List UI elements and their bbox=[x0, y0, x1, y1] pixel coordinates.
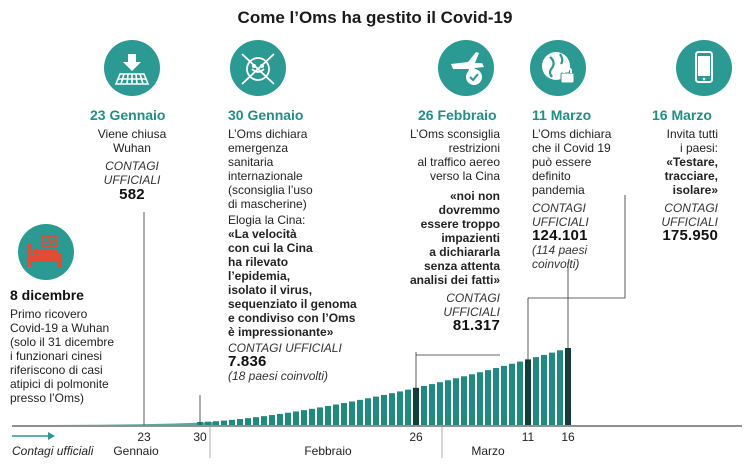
chart-bar bbox=[517, 361, 523, 425]
smartphone-icon bbox=[676, 40, 732, 96]
month-label: Marzo bbox=[471, 444, 505, 458]
page-title: Come l’Oms ha gestito il Covid-19 bbox=[237, 8, 513, 27]
chart-bar bbox=[205, 421, 211, 425]
chart-bar bbox=[365, 398, 371, 425]
chart-bar bbox=[213, 421, 219, 425]
chart-bar bbox=[293, 411, 299, 425]
chart-bar bbox=[261, 416, 267, 425]
event-date-dec8: 8 dicembre bbox=[10, 287, 84, 303]
contagi-feb26: 81.317 bbox=[452, 317, 500, 334]
chart-bar bbox=[549, 352, 555, 425]
chart-bar bbox=[397, 391, 403, 425]
chart-bar bbox=[557, 350, 563, 425]
contagi-mar11: 124.101 bbox=[532, 227, 588, 244]
tick-label: 11 bbox=[522, 430, 535, 444]
chart-bar bbox=[357, 399, 363, 425]
chart-bar bbox=[461, 376, 467, 425]
grid-lockdown-icon bbox=[104, 40, 160, 96]
chart-bar bbox=[349, 401, 355, 425]
chart-bar bbox=[301, 410, 307, 425]
event-text-mar11: L’Oms dichiara che il Covid 19 può esser… bbox=[532, 127, 632, 271]
chart-bar bbox=[501, 365, 507, 425]
month-label: Febbraio bbox=[304, 444, 352, 458]
chart-bar bbox=[453, 378, 459, 425]
contagi-mar16: 175.950 bbox=[662, 227, 718, 244]
chart-bar bbox=[381, 394, 387, 425]
chart-bar bbox=[509, 363, 515, 425]
contagi-jan23: 582 bbox=[119, 186, 145, 203]
event-date-mar11: 11 Marzo bbox=[532, 107, 592, 123]
event-text-feb26: L’Oms sconsiglia restrizioni al traffico… bbox=[390, 127, 500, 333]
tick-label: 23 bbox=[137, 430, 151, 444]
event-date-mar16: 16 Marzo bbox=[652, 107, 712, 123]
chart-bar bbox=[309, 408, 315, 425]
chart-bar bbox=[333, 404, 339, 425]
chart-bar bbox=[317, 407, 323, 425]
contagi-jan30: 7.836 bbox=[228, 353, 267, 370]
event-date-jan30: 30 Gennaio bbox=[228, 107, 304, 123]
month-label: Gennaio bbox=[113, 444, 159, 458]
chart-bar bbox=[437, 382, 443, 425]
chart-bar bbox=[421, 385, 427, 425]
hospital-bed-icon bbox=[18, 224, 74, 280]
chart-bar bbox=[269, 415, 275, 425]
legend-arrow-head bbox=[48, 432, 55, 440]
legend-label: Contagi ufficiali bbox=[12, 444, 94, 458]
event-date-jan23: 23 Gennaio bbox=[90, 107, 166, 123]
chart-bar bbox=[493, 368, 499, 425]
chart-bar bbox=[325, 405, 331, 425]
chart-bar bbox=[341, 403, 347, 425]
chart-bar bbox=[277, 413, 283, 425]
event-date-feb26: 26 Febbraio bbox=[418, 107, 497, 123]
chart-bar bbox=[533, 357, 539, 425]
airplane-check-icon bbox=[438, 40, 494, 96]
chart-bar bbox=[477, 372, 483, 425]
chart-bar bbox=[285, 412, 291, 425]
timeline-ramp bbox=[40, 422, 215, 425]
chart-bar bbox=[253, 417, 259, 425]
chart-bar bbox=[485, 370, 491, 425]
chart-bar bbox=[373, 396, 379, 425]
globe-lock-icon bbox=[530, 40, 586, 96]
event-text-mar16: Invita tutti i paesi: «Testare, tracciar… bbox=[638, 127, 718, 243]
chart-bar bbox=[469, 374, 475, 425]
chart-bar bbox=[541, 354, 547, 425]
virus-mask-icon bbox=[230, 40, 286, 96]
tick-label: 26 bbox=[409, 430, 423, 444]
chart-bar bbox=[245, 418, 251, 425]
connector-mar11-elbow bbox=[528, 195, 626, 299]
event-text-jan30: L’Oms dichiara emergenza sanitaria inter… bbox=[228, 127, 373, 383]
chart-bar bbox=[445, 380, 451, 425]
tick-label: 16 bbox=[561, 430, 575, 444]
chart-bar bbox=[405, 389, 411, 425]
chart-bar bbox=[221, 420, 227, 425]
event-text-dec8: Primo ricovero Covid-19 a Wuhan (solo il… bbox=[10, 307, 115, 405]
event-text-jan23: Viene chiusa Wuhan CONTAGI UFFICIALI 582 bbox=[86, 127, 178, 202]
chart-bar bbox=[429, 384, 435, 425]
tick-label: 30 bbox=[193, 430, 207, 444]
chart-bar bbox=[389, 393, 395, 425]
chart-bar bbox=[237, 419, 243, 425]
chart-bar bbox=[229, 419, 235, 425]
